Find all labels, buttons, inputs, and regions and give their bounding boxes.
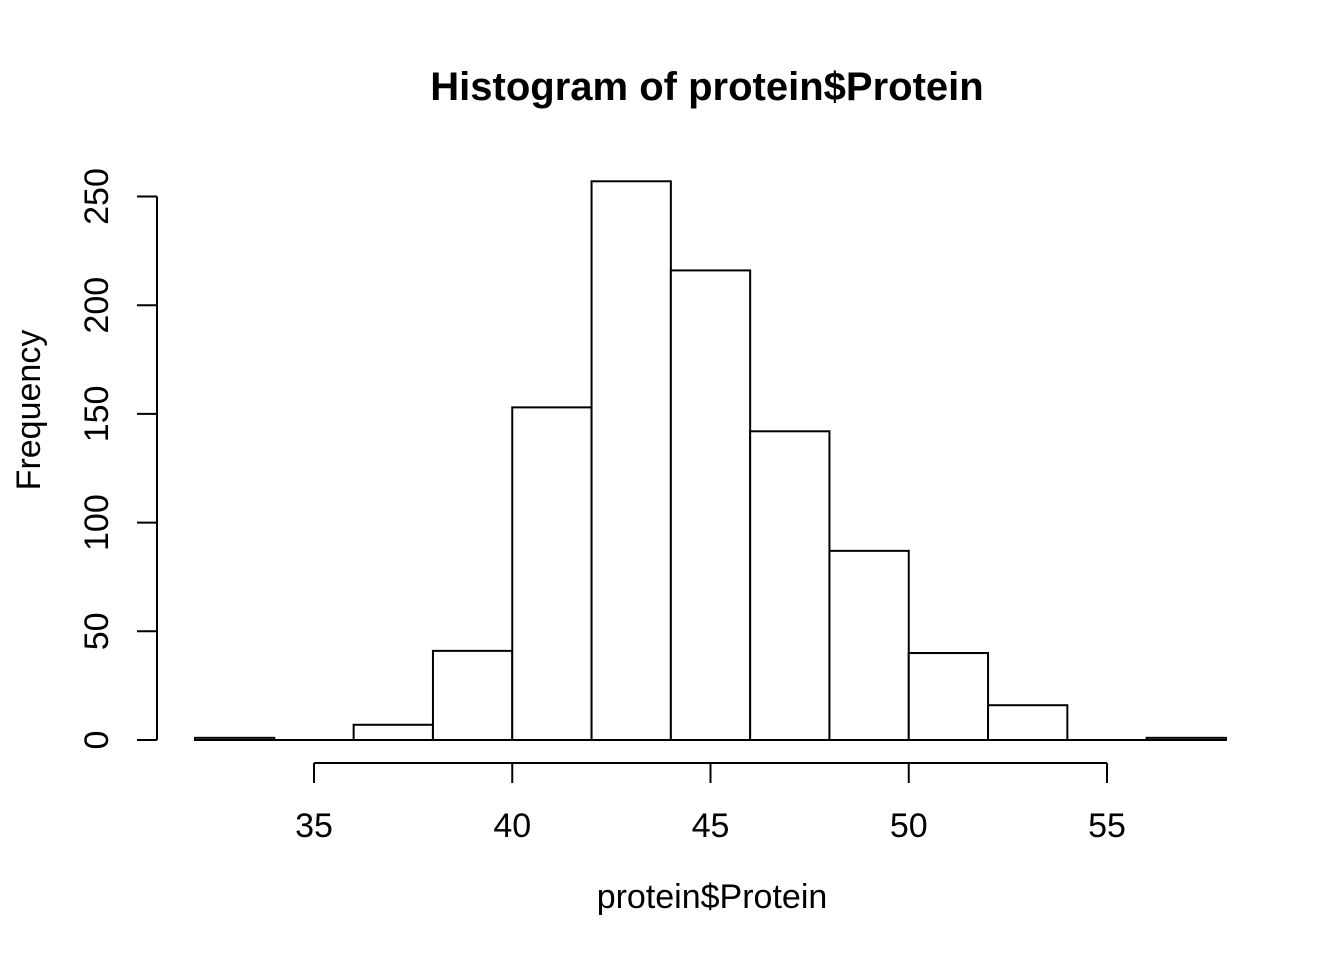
- histogram-bar: [987, 704, 1069, 742]
- histogram-bars: [194, 180, 1227, 742]
- x-tick-label: 40: [493, 807, 531, 845]
- x-axis-label: protein$Protein: [597, 878, 828, 916]
- histogram-bar: [431, 649, 514, 742]
- y-tick-label: 250: [78, 168, 116, 225]
- y-tick-label: 150: [78, 386, 116, 443]
- x-tick-label: 35: [295, 807, 333, 845]
- histogram-bar: [590, 180, 672, 742]
- x-tick-label: 55: [1088, 807, 1126, 845]
- y-tick-label: 200: [78, 277, 116, 334]
- histogram-bar: [511, 406, 593, 741]
- y-tick-label: 50: [78, 612, 116, 650]
- y-axis-label: Frequency: [10, 330, 48, 491]
- y-tick-label: 0: [78, 731, 116, 750]
- histogram-bar: [352, 723, 434, 741]
- histogram-bar: [669, 269, 752, 741]
- histogram-bar: [828, 549, 910, 741]
- histogram-bar: [749, 430, 831, 741]
- x-axis: 35 40 45 50 55: [295, 762, 1126, 845]
- histogram-bar: [1145, 736, 1227, 741]
- y-axis: 0 50 100 150 200 250: [78, 168, 158, 750]
- x-tick-label: 50: [890, 807, 928, 845]
- x-tick-label: 45: [692, 807, 730, 845]
- histogram-bar: [907, 652, 990, 741]
- y-tick-label: 100: [78, 494, 116, 551]
- chart-title: Histogram of protein$Protein: [430, 65, 983, 109]
- histogram-bar: [194, 736, 276, 741]
